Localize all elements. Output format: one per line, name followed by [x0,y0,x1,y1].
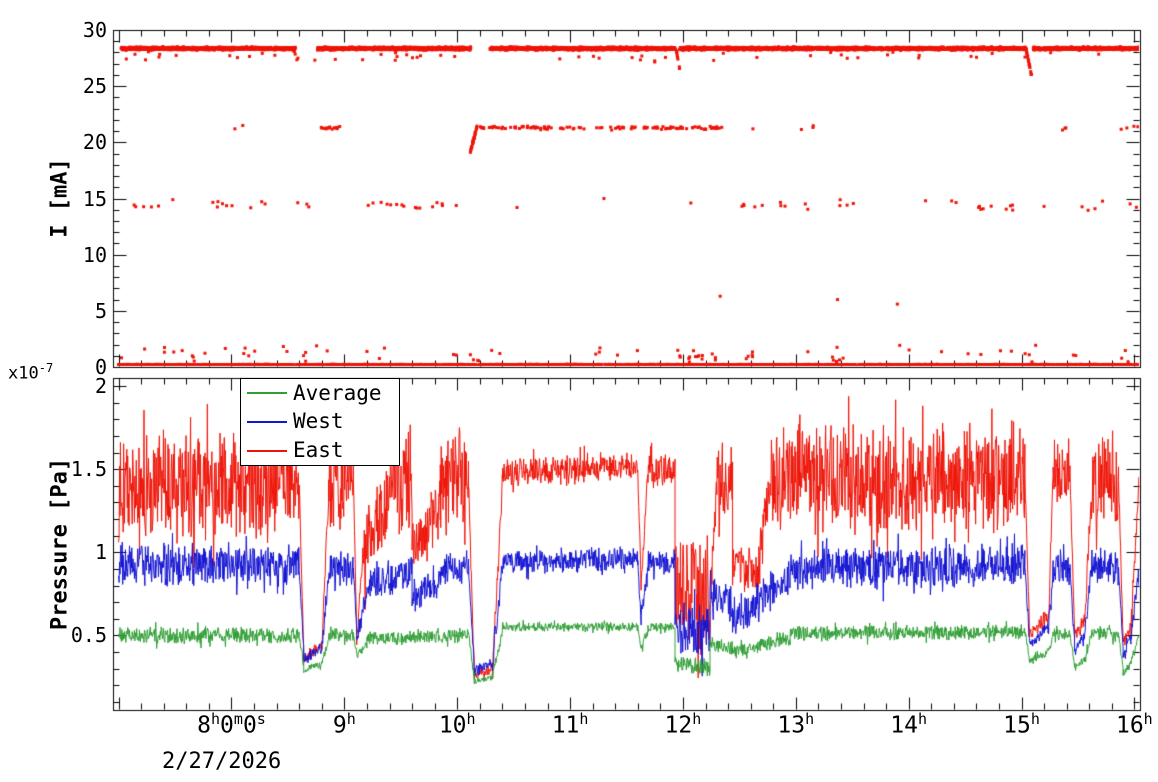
x-tick-label-10h: 10h [438,710,476,739]
legend-entry-label: West [293,409,344,434]
legend-entry-label: Average [293,380,382,405]
west-line-sample-icon [247,420,287,423]
y-scale-exponent-power: -7 [38,361,54,375]
x-tick-label-11h: 11h [551,710,589,739]
y-scale-exponent-label: x10-7 [8,361,53,384]
top-y-tick-label-25: 25 [82,74,107,99]
bottom-y-tick-label-0.5: 0.5 [70,623,107,648]
legend-entry-west: West [241,408,399,436]
bottom-y-axis-title: Pressure [Pa] [47,457,73,631]
x-tick-label-15h: 15h [1003,710,1040,739]
top-y-tick-label-30: 30 [82,18,107,42]
x-tick-label-14h: 14h [890,710,928,739]
top-y-tick-label-20: 20 [82,130,107,155]
top-y-axis-title: I [mA] [47,158,73,238]
bottom-y-tick-label-2: 2 [94,374,107,399]
top-y-tick-label-0: 0 [94,355,107,379]
legend-entry-label: East [293,438,344,463]
top-y-tick-label-15: 15 [82,186,107,211]
x-tick-label-9h: 9h [332,710,356,739]
bottom-y-tick-label-1: 1 [94,540,107,565]
average-line-sample-icon [247,392,287,395]
east-line-sample-icon [247,449,287,452]
x-tick-label-13h: 13h [777,710,815,739]
x-tick-label-16h: 16h [1115,710,1153,739]
legend-entry-average: Average [241,379,399,407]
x-tick-label-8h: 8h0m0s [197,710,266,739]
top-y-tick-label-10: 10 [82,242,107,267]
legend: Average West East [240,378,400,466]
legend-entry-east: East [241,437,399,465]
top-y-tick-label-5: 5 [94,298,107,323]
bottom-y-tick-label-1.5: 1.5 [70,457,107,482]
x-tick-label-12h: 12h [664,710,702,739]
x-axis-date-label: 2/27/2026 [162,749,282,774]
y-scale-exponent-base: x10 [8,363,39,384]
